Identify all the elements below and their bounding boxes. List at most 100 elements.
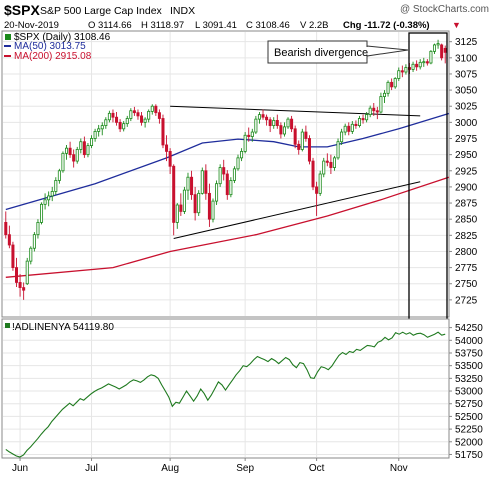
candle bbox=[250, 128, 254, 142]
candle bbox=[272, 117, 276, 129]
candle-body bbox=[336, 141, 340, 159]
price-tick-label: 3125 bbox=[455, 37, 478, 48]
candle-body bbox=[425, 61, 429, 64]
candle-body bbox=[265, 116, 269, 121]
candle bbox=[354, 120, 358, 129]
breadth-tick-label: 52500 bbox=[455, 412, 483, 423]
candle-body bbox=[400, 70, 404, 73]
x-axis: Jun Jul Aug Sep Oct Nov bbox=[12, 458, 408, 474]
candle bbox=[350, 121, 354, 134]
candle bbox=[336, 138, 340, 160]
candle bbox=[118, 119, 122, 133]
candle-body bbox=[111, 112, 115, 118]
candle bbox=[111, 109, 115, 123]
candle-body bbox=[300, 131, 304, 150]
breadth-tick-label: 54250 bbox=[455, 323, 483, 334]
candle bbox=[65, 144, 69, 160]
candle-body bbox=[315, 186, 319, 194]
breadth-grid bbox=[3, 320, 448, 457]
legend-price-swatch bbox=[5, 34, 11, 40]
candle-body bbox=[222, 167, 226, 175]
candle-body bbox=[172, 165, 176, 223]
candle-body bbox=[207, 192, 211, 220]
candle bbox=[243, 132, 247, 154]
candle bbox=[300, 128, 304, 152]
candle bbox=[390, 78, 394, 91]
candle bbox=[107, 110, 111, 123]
candle bbox=[29, 246, 33, 265]
candle-body bbox=[104, 119, 108, 126]
x-tick-label: Jul bbox=[85, 463, 98, 474]
candle bbox=[236, 154, 240, 171]
candle-body bbox=[14, 267, 19, 283]
quote-volume: V 2.2B bbox=[300, 20, 329, 31]
candle-body bbox=[161, 118, 165, 146]
candle bbox=[197, 190, 201, 216]
candle-body bbox=[175, 204, 179, 223]
candle-body bbox=[404, 67, 408, 73]
candle bbox=[104, 117, 108, 129]
candle-body bbox=[4, 222, 8, 236]
quote-high: H 3118.97 bbox=[141, 20, 184, 31]
candle bbox=[443, 45, 447, 64]
candle bbox=[315, 181, 319, 216]
candle bbox=[57, 168, 61, 184]
breadth-legend: !ADLINENYA 54119.80 bbox=[12, 322, 114, 333]
candle bbox=[268, 117, 272, 133]
legend-ma200: MA(200) 2915.08 bbox=[14, 51, 92, 62]
candle-body bbox=[211, 200, 215, 220]
candle-body bbox=[179, 204, 183, 212]
candle bbox=[440, 43, 444, 61]
candle bbox=[343, 123, 347, 136]
breadth-tick-label: 52250 bbox=[455, 425, 483, 436]
candle bbox=[393, 77, 397, 89]
candle-body bbox=[86, 145, 90, 156]
candle bbox=[4, 211, 8, 239]
candle bbox=[232, 166, 236, 184]
candle-body bbox=[200, 170, 204, 194]
price-tick-label: 2725 bbox=[455, 295, 478, 306]
candle-body bbox=[257, 114, 261, 120]
candle bbox=[22, 282, 26, 300]
price-tick-label: 2825 bbox=[455, 231, 478, 242]
candle bbox=[154, 104, 158, 116]
candle bbox=[47, 191, 51, 207]
candle bbox=[229, 177, 233, 198]
candle-body bbox=[165, 144, 169, 152]
candle bbox=[72, 149, 76, 168]
candle bbox=[347, 122, 351, 136]
price-tick-label: 2850 bbox=[455, 215, 478, 226]
candle bbox=[40, 202, 44, 225]
candle bbox=[275, 114, 279, 129]
legend-price: $SPX (Daily) 3108.46 bbox=[14, 32, 111, 43]
candle bbox=[125, 115, 129, 127]
candle-body bbox=[332, 157, 336, 168]
candle-body bbox=[247, 134, 251, 137]
candle bbox=[100, 122, 104, 136]
candle bbox=[82, 136, 86, 158]
candle bbox=[168, 148, 172, 174]
candle bbox=[75, 146, 79, 164]
candle bbox=[193, 186, 197, 221]
candle-body bbox=[268, 119, 272, 126]
candle-body bbox=[393, 78, 397, 88]
candle-body bbox=[136, 112, 140, 117]
candle bbox=[397, 67, 401, 82]
candle bbox=[18, 274, 22, 297]
candle bbox=[11, 241, 15, 271]
annotation-text: Bearish divergence bbox=[274, 47, 368, 59]
candle bbox=[429, 50, 433, 65]
candle bbox=[386, 80, 390, 97]
candle-body bbox=[436, 43, 440, 46]
price-tick-label: 2775 bbox=[455, 263, 478, 274]
price-tick-label: 2875 bbox=[455, 199, 478, 210]
candle bbox=[93, 128, 97, 142]
candle bbox=[68, 141, 72, 158]
quote-low: L 3091.41 bbox=[195, 20, 237, 31]
candle-body bbox=[293, 128, 297, 145]
breadth-tick-label: 53000 bbox=[455, 387, 483, 398]
candle-body bbox=[40, 203, 44, 223]
candle bbox=[157, 109, 161, 124]
